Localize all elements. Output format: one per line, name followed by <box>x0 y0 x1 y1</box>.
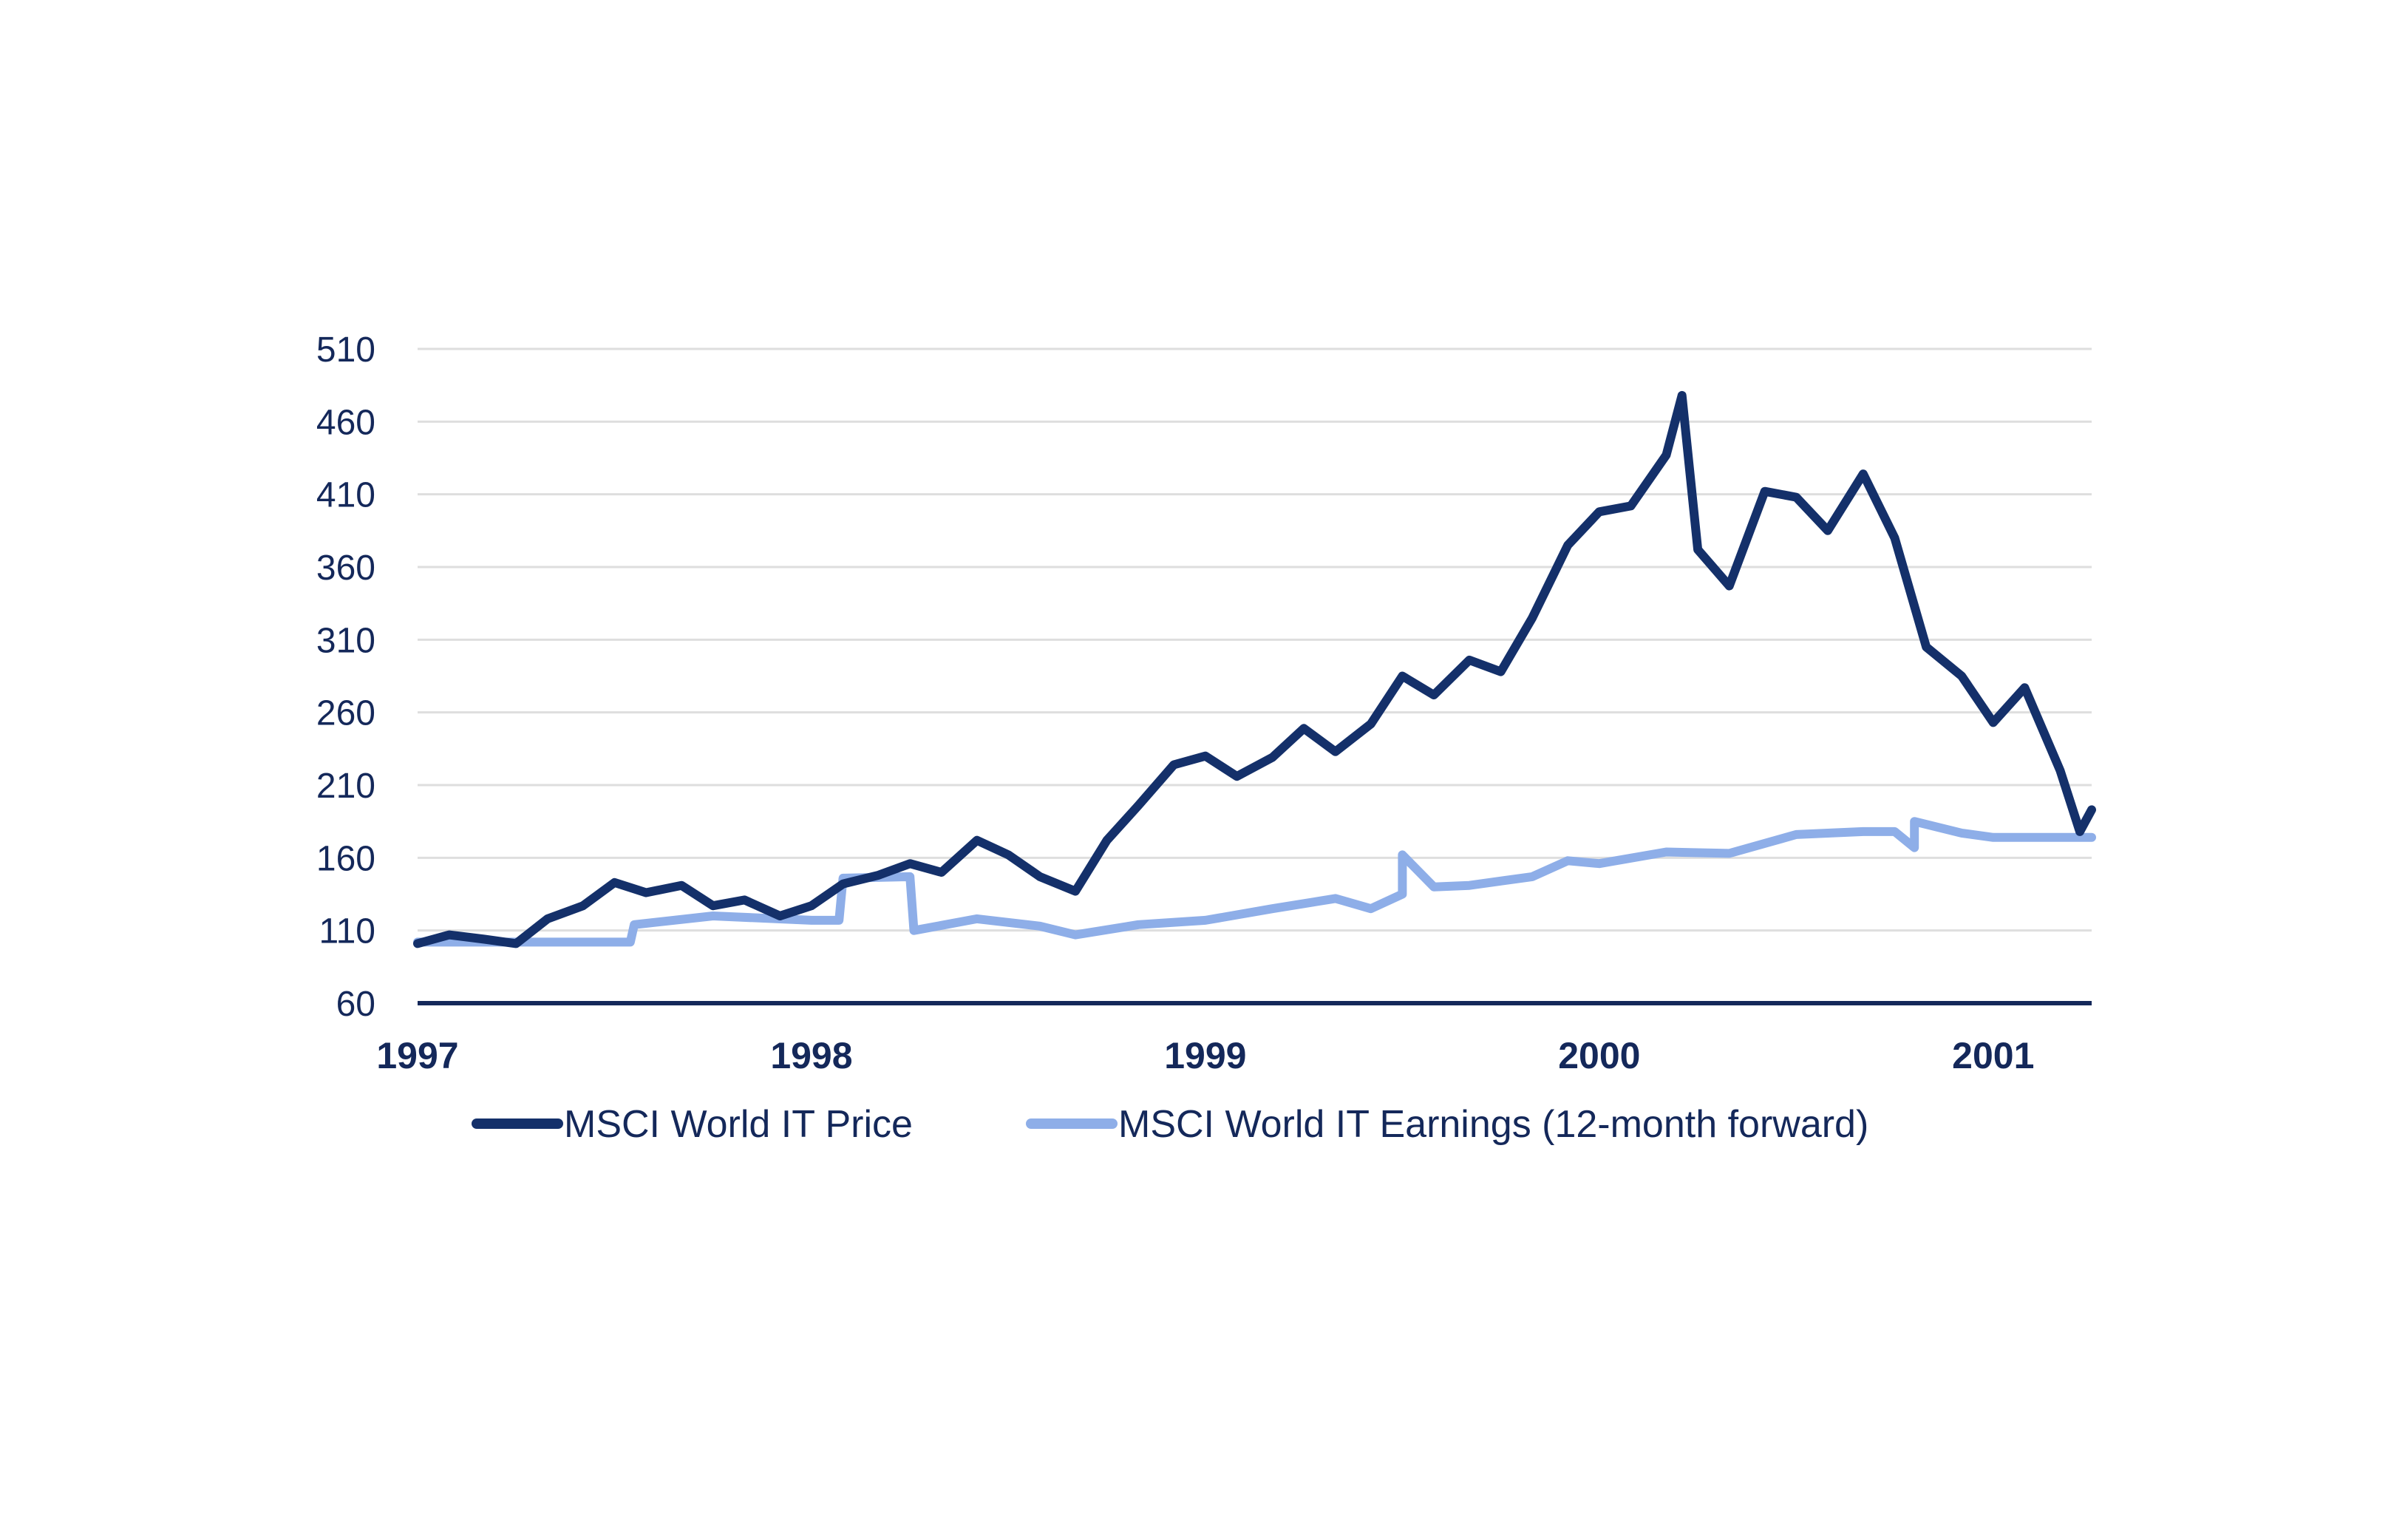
series-line-earnings <box>413 817 2096 947</box>
y-tick-label: 410 <box>316 476 375 515</box>
series-line-price <box>413 390 2096 948</box>
y-tick-label: 460 <box>316 403 375 442</box>
y-tick-label: 210 <box>316 767 375 806</box>
legend-label-price: MSCI World IT Price <box>564 1103 913 1146</box>
gridlines <box>418 347 2092 932</box>
y-tick-label: 260 <box>316 694 375 733</box>
x-tick-label: 2000 <box>1558 1035 1640 1076</box>
y-tick-label: 360 <box>316 549 375 588</box>
x-axis-ticks: 1997 1998 1999 2000 2001 <box>376 1035 2034 1076</box>
series-lines <box>413 390 2096 948</box>
legend: MSCI World IT Price MSCI World IT Earning… <box>472 1103 1868 1146</box>
x-tick-label: 2001 <box>1952 1035 2034 1076</box>
y-tick-label: 60 <box>336 985 375 1024</box>
y-tick-label: 310 <box>316 621 375 660</box>
y-tick-label: 160 <box>316 839 375 878</box>
y-tick-label: 110 <box>319 912 375 951</box>
legend-label-earnings: MSCI World IT Earnings (12-month forward… <box>1118 1103 1868 1146</box>
x-tick-label: 1997 <box>376 1035 458 1076</box>
x-tick-label: 1998 <box>770 1035 852 1076</box>
y-tick-label: 510 <box>316 330 375 370</box>
x-tick-label: 1999 <box>1164 1035 1246 1076</box>
y-axis-ticks: 510 460 410 360 310 260 210 160 110 60 <box>316 330 375 1024</box>
